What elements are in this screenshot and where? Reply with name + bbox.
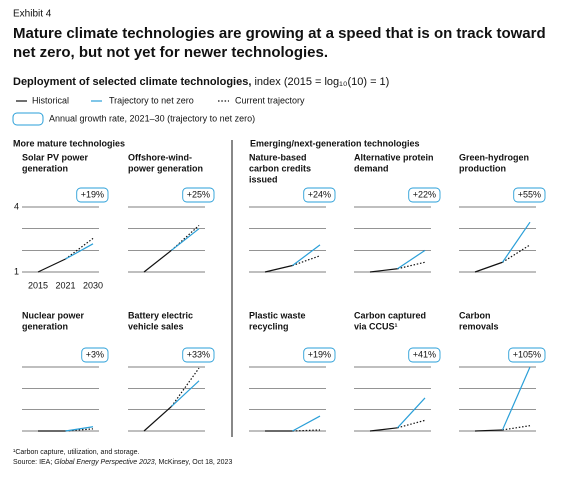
group-label: Emerging/next-generation technologies (250, 138, 420, 148)
growth-label: +25% (187, 189, 210, 199)
series-line (502, 425, 531, 431)
panel-title: demand (354, 163, 389, 173)
panel-title: recycling (249, 321, 289, 331)
series-line (65, 237, 94, 260)
panel-title: power generation (128, 163, 203, 173)
panel-title: production (459, 163, 506, 173)
series-line (65, 243, 94, 260)
series-line (397, 419, 426, 429)
x-tick-label: 2030 (83, 280, 103, 290)
exhibit-label: Exhibit 4 (13, 9, 52, 20)
series-line (37, 258, 66, 273)
growth-box (182, 187, 215, 203)
series-line (502, 244, 531, 263)
growth-box (303, 187, 336, 203)
legend-label: Current trajectory (235, 95, 305, 105)
panel-title: generation (22, 163, 68, 173)
series-line (397, 397, 426, 429)
legend-label: Historical (32, 95, 69, 105)
y-tick-label: 4 (14, 201, 19, 211)
panel-title: Plastic waste (249, 310, 306, 320)
group-label: More mature technologies (13, 138, 125, 148)
series-line (292, 244, 321, 266)
growth-label: +55% (518, 189, 541, 199)
series-line (143, 249, 172, 273)
growth-label: +3% (86, 349, 104, 359)
x-tick-label: 2021 (55, 280, 75, 290)
growth-box (408, 347, 441, 363)
panel-title: Battery electric (128, 310, 193, 320)
series-line (292, 429, 321, 432)
series-line (292, 415, 321, 432)
series-line (171, 224, 200, 251)
source-part: , McKinsey, Oct 18, 2023 (155, 459, 233, 466)
growth-label: +105% (513, 349, 541, 359)
subtitle-rest: index (2015 = log₁₀(10) = 1) (254, 76, 389, 88)
growth-label: +19% (81, 189, 104, 199)
subtitle-bold: Deployment of selected climate technolog… (13, 76, 251, 88)
growth-label: +33% (187, 349, 210, 359)
series-line (474, 261, 503, 273)
panel-title: vehicle sales (128, 321, 184, 331)
growth-label: +22% (413, 189, 436, 199)
series-line (369, 427, 398, 432)
series-line (474, 429, 503, 432)
growth-box (182, 347, 215, 363)
growth-box (408, 187, 441, 203)
title-line: net zero, but not yet for newer technolo… (13, 44, 328, 61)
growth-box (76, 187, 109, 203)
series-line (171, 380, 200, 407)
growth-box (513, 187, 546, 203)
panel-title: removals (459, 321, 499, 331)
source-part: Global Energy Perspective 2023 (54, 459, 154, 466)
growth-box (303, 347, 336, 363)
series-line (171, 367, 200, 407)
panel-title: Carbon captured (354, 310, 426, 320)
growth-box (508, 347, 546, 363)
title-line: Mature climate technologies are growing … (13, 25, 546, 42)
x-tick-label: 2015 (28, 280, 48, 290)
panel-title: issued (249, 174, 278, 184)
growth-legend-box (12, 112, 44, 126)
growth-legend: Annual growth rate, 2021–30 (trajectory … (49, 113, 255, 123)
growth-label: +19% (308, 349, 331, 359)
series-line (397, 249, 426, 270)
panel-title: Alternative protein (354, 152, 434, 162)
panel-title: Offshore-wind- (128, 152, 192, 162)
panel-title: carbon credits (249, 163, 311, 173)
series-line (292, 255, 321, 267)
legend-label: Trajectory to net zero (109, 95, 194, 105)
source: Source: IEA; Global Energy Perspective 2… (13, 459, 232, 466)
subtitle: Deployment of selected climate technolog… (13, 76, 389, 88)
series-line (501, 366, 531, 431)
growth-label: +24% (308, 189, 331, 199)
series-line (369, 268, 398, 273)
panel-title: via CCUS¹ (354, 321, 398, 331)
series-line (397, 261, 426, 270)
footnote: ¹Carbon capture, utilization, and storag… (13, 449, 140, 456)
series-line (171, 228, 200, 251)
panel-title: Nuclear power (22, 310, 85, 320)
panel-title: Solar PV power (22, 152, 89, 162)
growth-box (81, 347, 109, 363)
panel-title: generation (22, 321, 68, 331)
source-part: Source: IEA; (13, 459, 54, 466)
series-line (502, 221, 531, 263)
panel-title: Nature-based (249, 152, 307, 162)
growth-label: +41% (413, 349, 436, 359)
series-line (143, 406, 172, 432)
series-line (264, 264, 293, 273)
panel-title: Green-hydrogen (459, 152, 529, 162)
y-tick-label: 1 (14, 266, 19, 276)
series-line (65, 426, 94, 432)
panel-title: Carbon (459, 310, 491, 320)
